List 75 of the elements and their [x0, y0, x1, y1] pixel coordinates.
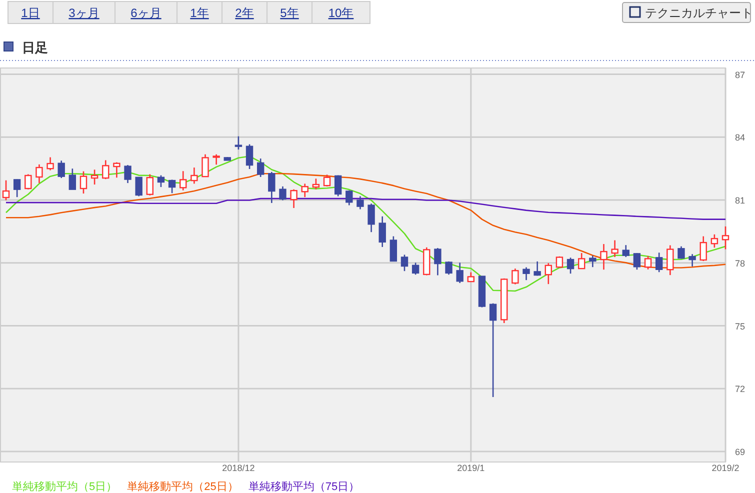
candlestick — [36, 164, 43, 184]
candlestick — [46, 156, 54, 171]
x-tick-label: 2019/2 — [712, 463, 740, 473]
candlestick — [24, 174, 32, 190]
candlestick — [445, 260, 452, 276]
text: 単純移動平均（75日） — [248, 481, 360, 493]
candlestick — [190, 166, 198, 184]
candlestick — [722, 226, 730, 250]
y-tick-label: 78 — [734, 258, 746, 268]
y-tick-label: 81 — [734, 196, 746, 206]
candlestick — [390, 236, 398, 262]
candlestick — [290, 188, 298, 209]
candlestick — [80, 170, 88, 194]
candlestick — [68, 168, 76, 190]
candlestick — [412, 262, 420, 276]
y-tick-label: 72 — [734, 384, 746, 394]
candlestick — [180, 170, 187, 192]
y-tick-label: 87 — [734, 70, 746, 80]
candlestick — [633, 252, 641, 270]
candlestick — [544, 262, 552, 285]
y-tick-label: 84 — [734, 132, 746, 143]
candlestick — [356, 196, 364, 210]
candlestick — [168, 179, 176, 194]
candlestick — [323, 174, 331, 188]
candlestick — [700, 236, 707, 262]
candlestick — [578, 252, 586, 270]
candlestick — [600, 243, 608, 270]
candlestick — [644, 255, 652, 270]
candlestick — [2, 180, 10, 201]
candlestick — [90, 168, 98, 186]
candlestick — [202, 154, 209, 178]
candlestick — [246, 144, 254, 170]
candlestick — [58, 160, 65, 179]
candlestick — [434, 247, 442, 276]
candlestick — [678, 246, 685, 260]
candlestick — [234, 136, 242, 150]
candlestick — [334, 174, 342, 197]
candlestick — [655, 252, 663, 273]
candlestick — [113, 162, 120, 178]
candlestick — [135, 176, 142, 197]
candlestick — [146, 174, 154, 196]
candlestick — [589, 254, 596, 268]
candlestick — [456, 262, 464, 284]
candlestick — [489, 302, 497, 398]
candlestick — [301, 183, 308, 198]
candlestick — [611, 240, 618, 258]
candlestick — [512, 268, 519, 285]
candlestick — [368, 202, 375, 233]
candlestick — [256, 158, 264, 178]
candlestick — [279, 186, 286, 201]
candlestick — [212, 154, 220, 166]
y-tick-label: 75 — [734, 321, 746, 332]
candlestick — [268, 171, 276, 204]
candlestick — [688, 253, 696, 268]
candlestick — [710, 234, 718, 248]
candlestick — [312, 178, 320, 190]
candlestick — [534, 260, 541, 276]
candlestick — [124, 164, 132, 184]
x-tick-label: 2019/1 — [457, 463, 485, 473]
candlestick — [400, 254, 408, 272]
candlestick — [13, 178, 21, 198]
candlestick — [102, 160, 110, 180]
text: 単純移動平均（5日） — [12, 481, 118, 493]
candlestick — [522, 266, 530, 281]
candlestick — [378, 216, 386, 248]
candlestick — [346, 190, 353, 206]
chart-title: 日足 — [22, 40, 48, 55]
candlestick — [622, 244, 630, 258]
candlestick — [666, 244, 674, 276]
text: 単純移動平均（25日） — [127, 481, 238, 493]
candlestick — [566, 257, 574, 274]
candlestick — [467, 272, 475, 282]
candlestick — [157, 174, 165, 188]
y-tick-label: 69 — [734, 447, 746, 458]
x-tick-label: 2018/12 — [222, 463, 255, 473]
